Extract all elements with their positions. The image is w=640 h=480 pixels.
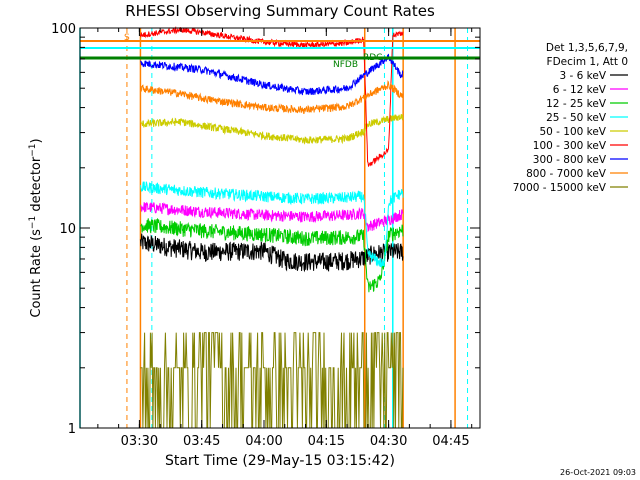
legend-label: 300 - 800 keV <box>533 154 607 166</box>
legend-header: Det 1,3,5,6,7,9, <box>546 42 628 54</box>
x-tick-label: 04:45 <box>432 434 469 449</box>
tick-labels: 03:30 03:45 04:00 04:15 04:30 04:45 1 10 100 <box>51 22 469 449</box>
marker-label: RDC <box>363 53 382 63</box>
series-line-1 <box>139 233 404 273</box>
x-tick-label: 03:45 <box>183 434 220 449</box>
x-tick-label: 04:00 <box>245 434 282 449</box>
series-line-3 <box>140 217 404 293</box>
series-line-2 <box>140 202 404 233</box>
legend-label: 6 - 12 keV <box>553 84 607 96</box>
legend-label: 12 - 25 keV <box>546 98 607 110</box>
y-tick-label: 10 <box>59 222 76 237</box>
chart-title: RHESSI Observing Summary Count Rates <box>125 2 435 20</box>
y-tick-label: 100 <box>51 22 76 37</box>
x-tick-label: 04:30 <box>370 434 407 449</box>
series-line-7 <box>139 53 404 96</box>
legend-label: 100 - 300 keV <box>533 140 607 152</box>
series-line-8 <box>139 79 404 115</box>
axes <box>79 27 481 429</box>
legend-label: 25 - 50 keV <box>546 112 607 124</box>
legend-label: 3 - 6 keV <box>559 70 606 82</box>
series-line-5 <box>140 113 404 145</box>
legend-label: 50 - 100 keV <box>539 126 606 138</box>
x-tick-label: 04:15 <box>308 434 345 449</box>
legend-label: 7000 - 15000 keV <box>513 182 607 194</box>
overlay-group: S RDC NFDB <box>80 33 480 70</box>
legend-label: 800 - 7000 keV <box>526 168 607 180</box>
y-axis-label: Count Rate (s−1 detector−1) <box>28 138 44 317</box>
series-line-4 <box>139 181 404 268</box>
timestamp: 26-Oct-2021 09:03 <box>560 468 636 477</box>
legend: Det 1,3,5,6,7,9, FDecim 1, Att 0 3 - 6 keV… <box>513 42 628 194</box>
x-tick-label: 03:30 <box>121 434 158 449</box>
y-tick-label: 1 <box>68 422 76 437</box>
marker-label: NFDB <box>333 60 358 70</box>
marker-label: S <box>124 33 130 43</box>
legend-header: FDecim 1, Att 0 <box>547 56 628 68</box>
x-axis-label: Start Time (29-May-15 03:15:42) <box>165 453 395 469</box>
